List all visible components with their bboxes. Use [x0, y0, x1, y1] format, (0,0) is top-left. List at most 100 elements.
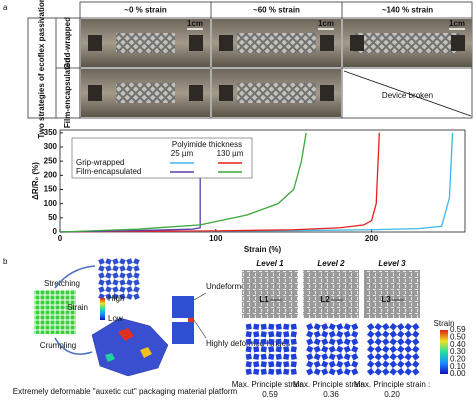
clip — [88, 85, 102, 101]
auxetic-cell — [411, 367, 420, 376]
auxetic-cell — [321, 345, 329, 353]
auxetic-cell — [343, 323, 351, 331]
strain-spot — [140, 347, 152, 358]
auxetic-cell — [351, 338, 359, 346]
auxetic-cell — [105, 293, 112, 300]
auxetic-cell — [328, 368, 336, 376]
auxetic-cell — [343, 368, 351, 376]
auxetic-cell — [374, 322, 383, 331]
auxetic-cell — [260, 361, 267, 368]
auxetic-cell — [404, 330, 413, 339]
auxetic-cell — [396, 330, 405, 339]
auxetic-cell — [260, 368, 267, 375]
auxetic-cell — [381, 330, 390, 339]
auxetic-cell — [336, 323, 344, 331]
auxetic-cell — [389, 360, 398, 369]
auxetic-cell — [396, 352, 405, 361]
auxetic-cell — [275, 338, 282, 345]
auxetic-cell — [126, 265, 133, 272]
auxetic-cell — [98, 258, 105, 265]
auxetic-cell — [133, 279, 140, 286]
strain-scale — [100, 298, 105, 320]
auxetic-cell — [133, 293, 140, 300]
auxetic-cell — [374, 345, 383, 354]
y-tick-label: 100 — [44, 199, 58, 208]
auxetic-cell — [306, 330, 314, 338]
auxetic-cell — [98, 272, 105, 279]
auxetic-cell — [126, 293, 133, 300]
auxetic-cell — [133, 272, 140, 279]
auxetic-cell — [133, 286, 140, 293]
auxetic-cell — [321, 368, 329, 376]
data-line — [59, 132, 307, 233]
result-value: 0.59 — [262, 390, 278, 399]
auxetic-cell — [351, 360, 359, 368]
legend-column: 130 µm — [217, 149, 244, 158]
level-title: Level 2 — [317, 259, 345, 268]
crumpled-sheet — [91, 317, 169, 377]
panel-label: b — [3, 257, 8, 266]
auxetic-cell — [351, 323, 359, 331]
auxetic-cell — [119, 279, 126, 286]
auxetic-cell — [268, 346, 275, 353]
result-value: 0.36 — [323, 390, 339, 399]
auxetic-cell — [366, 345, 375, 354]
auxetic-cell — [336, 345, 344, 353]
auxetic-cell — [336, 330, 344, 338]
auxetic-cell — [366, 337, 375, 346]
auxetic-cell — [343, 353, 351, 361]
strain-spot — [118, 328, 134, 341]
auxetic-cell — [336, 353, 344, 361]
strain-spot — [105, 353, 115, 362]
auxetic-cell — [396, 360, 405, 369]
device-mesh — [237, 33, 316, 53]
auxetic-cell — [119, 265, 126, 272]
auxetic-cell — [321, 353, 329, 361]
level-mark: L3 — [381, 295, 391, 304]
auxetic-cell — [306, 345, 314, 353]
auxetic-cell — [313, 323, 321, 331]
auxetic-cell — [366, 360, 375, 369]
auxetic-cell — [343, 345, 351, 353]
auxetic-cell — [351, 345, 359, 353]
auxetic-cell — [396, 367, 405, 376]
colorbar-tick: 0.20 — [450, 354, 466, 363]
auxetic-cell — [396, 337, 405, 346]
x-tick-label: 100 — [209, 234, 223, 243]
result-label: Max. Principle strain : — [354, 380, 430, 389]
arrow — [54, 337, 93, 355]
auxetic-cell — [245, 353, 252, 360]
legend-column: 25 µm — [171, 149, 194, 158]
y-tick-label: 0 — [53, 227, 58, 236]
clip — [320, 35, 334, 51]
auxetic-cell — [306, 353, 314, 361]
plot-frame — [59, 129, 466, 233]
x-tick-label: 200 — [365, 234, 379, 243]
scale-label: 1cm — [187, 19, 203, 28]
auxetic-cell — [366, 322, 375, 331]
level-pattern — [364, 270, 420, 318]
result-label: Max. Principle strain : — [232, 380, 308, 389]
colorbar-tick: 0.40 — [450, 340, 466, 349]
auxetic-cell — [411, 345, 420, 354]
auxetic-cell — [245, 346, 252, 353]
auxetic-cell — [253, 338, 260, 345]
auxetic-cell — [126, 272, 133, 279]
auxetic-cell — [253, 346, 260, 353]
auxetic-cell — [321, 323, 329, 331]
auxetic-cell — [389, 352, 398, 361]
auxetic-cell — [351, 368, 359, 376]
auxetic-cell — [275, 368, 282, 375]
auxetic-cell — [328, 323, 336, 331]
colorbar-tick: 0.59 — [450, 325, 466, 334]
auxetic-cell — [306, 323, 314, 331]
auxetic-cell — [411, 352, 420, 361]
auxetic-cell — [381, 367, 390, 376]
auxetic-cell — [290, 331, 297, 338]
broken-slash — [343, 70, 472, 117]
auxetic-cell — [283, 323, 290, 330]
level-mark: L1 — [259, 295, 269, 304]
auxetic-cell — [374, 330, 383, 339]
y-tick-label: 350 — [44, 128, 58, 137]
auxetic-cell — [321, 330, 329, 338]
